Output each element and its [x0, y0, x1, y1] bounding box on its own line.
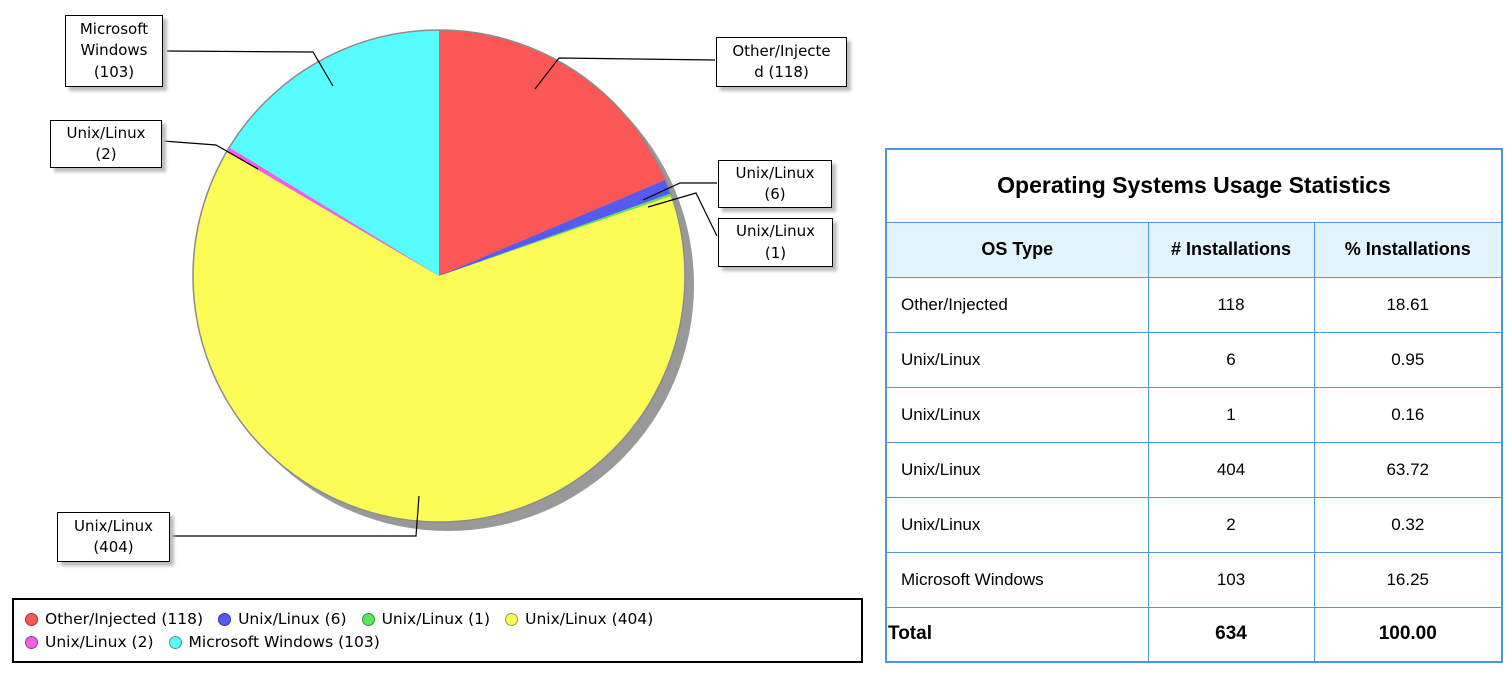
- legend-color-dot: [218, 612, 232, 626]
- callout-label-unix-linux-404: Unix/Linux (404): [57, 512, 170, 562]
- table-row: Unix/Linux 2 0.32: [885, 496, 1503, 553]
- legend-color-dot: [25, 612, 38, 626]
- legend-color-dot: [505, 612, 519, 626]
- pct-installations-cell: 63.72: [1313, 441, 1503, 498]
- callout-text-line: (6): [764, 185, 786, 203]
- legend-label: Unix/Linux (404): [525, 610, 654, 628]
- table-total-row: Total 634 100.00: [885, 606, 1503, 663]
- table-title: Operating Systems Usage Statistics: [885, 148, 1503, 223]
- pie-slice-unix-linux-2: [226, 147, 439, 276]
- legend-item: Unix/Linux (1): [361, 610, 491, 628]
- table-header-row: OS Type # Installations % Installations: [885, 221, 1503, 278]
- connector-unix-linux-1: [647, 192, 718, 237]
- pct-installations-cell: 0.95: [1313, 331, 1503, 388]
- legend-item: Unix/Linux (2): [25, 633, 154, 651]
- os-stats-table: Operating Systems Usage Statistics OS Ty…: [885, 148, 1503, 663]
- callout-text-line: Windows: [80, 41, 148, 60]
- callout-label-other-injected: Other/Injecte d (118): [716, 37, 847, 87]
- callout-text-line: Unix/Linux: [735, 163, 815, 182]
- legend-label: Unix/Linux (1): [381, 610, 491, 628]
- legend-item: Unix/Linux (6): [218, 610, 347, 628]
- callout-connectors: [162, 50, 718, 537]
- total-label: Total: [885, 606, 1149, 663]
- callout-text-line: Unix/Linux: [74, 516, 153, 535]
- callout-text-line: Microsoft: [79, 20, 149, 39]
- callout-text-line: (2): [95, 145, 117, 163]
- callout-label-microsoft-windows: Microsoft Windows (103): [65, 15, 163, 87]
- pct-installations-cell: 0.16: [1313, 386, 1503, 443]
- legend-row: Unix/Linux (2) Microsoft Windows (103): [25, 633, 850, 651]
- installations-cell: 103: [1147, 551, 1315, 608]
- installations-cell: 118: [1147, 276, 1315, 333]
- legend-row: Other/Injected (118) Unix/Linux (6) Unix/L…: [25, 610, 850, 628]
- callout-text-line: (1): [764, 243, 787, 262]
- pie-slice-unix-linux-404: [193, 151, 686, 522]
- installations-cell: 404: [1147, 441, 1315, 498]
- os-type-cell: Other/Injected: [885, 276, 1149, 333]
- pie-slice-unix-linux-6: [439, 179, 671, 276]
- table-title-row: Operating Systems Usage Statistics: [885, 148, 1503, 223]
- legend-item: Unix/Linux (404): [505, 610, 653, 628]
- pie-outline: [192, 29, 686, 523]
- connector-unix-linux-404: [171, 495, 420, 537]
- installations-cell: 2: [1147, 496, 1315, 553]
- legend-item: Other/Injected (118): [25, 610, 203, 628]
- pie-slice-unix-linux-1: [439, 193, 672, 276]
- pct-installations-cell: 16.25: [1313, 551, 1503, 608]
- callout-text-line: (103): [93, 62, 135, 81]
- legend-label: Other/Injected (118): [45, 610, 204, 628]
- os-type-cell: Unix/Linux: [885, 331, 1149, 388]
- table-row: Microsoft Windows 103 16.25: [885, 551, 1503, 608]
- pie-chart-svg: [162, 29, 718, 537]
- table-row: Unix/Linux 6 0.95: [885, 331, 1503, 388]
- pie-legend: Other/Injected (118) Unix/Linux (6) Unix/L…: [12, 598, 863, 663]
- os-type-cell: Unix/Linux: [885, 441, 1149, 498]
- os-type-cell: Microsoft Windows: [885, 551, 1149, 608]
- callout-text-line: Unix/Linux: [66, 123, 146, 142]
- legend-color-dot: [168, 635, 182, 649]
- callout-text-line: Unix/Linux: [736, 222, 815, 241]
- legend-color-dot: [25, 635, 38, 649]
- pie-slice-microsoft-windows-103: [229, 30, 439, 276]
- installations-cell: 1: [1147, 386, 1315, 443]
- total-pct: 100.00: [1313, 606, 1503, 663]
- callout-label-unix-linux-6: Unix/Linux (6): [718, 160, 832, 208]
- connector-microsoft-windows: [166, 50, 334, 87]
- legend-label: Microsoft Windows (103): [188, 633, 380, 651]
- connector-unix-linux-2: [162, 140, 259, 170]
- os-type-cell: Unix/Linux: [885, 386, 1149, 443]
- pie-slice-other-injected-118: [439, 29, 666, 276]
- table-row: Other/Injected 118 18.61: [885, 276, 1503, 333]
- connector-unix-linux-6: [642, 182, 717, 201]
- column-header-os-type: OS Type: [885, 221, 1149, 278]
- os-type-cell: Unix/Linux: [885, 496, 1149, 553]
- total-installations: 634: [1147, 606, 1315, 663]
- column-header-installations: # Installations: [1147, 221, 1315, 278]
- callout-text-line: Other/Injecte: [732, 41, 831, 60]
- callout-text-line: d (118): [754, 63, 809, 81]
- connector-other-injected: [534, 57, 716, 90]
- installations-cell: 6: [1147, 331, 1315, 388]
- table-row: Unix/Linux 1 0.16: [885, 386, 1503, 443]
- column-header-pct-installations: % Installations: [1313, 221, 1503, 278]
- callout-label-unix-linux-2: Unix/Linux (2): [50, 120, 162, 168]
- legend-label: Unix/Linux (2): [45, 633, 154, 651]
- pct-installations-cell: 0.32: [1313, 496, 1503, 553]
- callout-text-line: (404): [93, 538, 134, 556]
- table-row: Unix/Linux 404 63.72: [885, 441, 1503, 498]
- legend-label: Unix/Linux (6): [238, 610, 347, 628]
- pct-installations-cell: 18.61: [1313, 276, 1503, 333]
- callout-label-unix-linux-1: Unix/Linux (1): [718, 218, 833, 267]
- pie-slices: [193, 29, 686, 522]
- legend-item: Microsoft Windows (103): [168, 633, 380, 651]
- legend-color-dot: [361, 612, 375, 626]
